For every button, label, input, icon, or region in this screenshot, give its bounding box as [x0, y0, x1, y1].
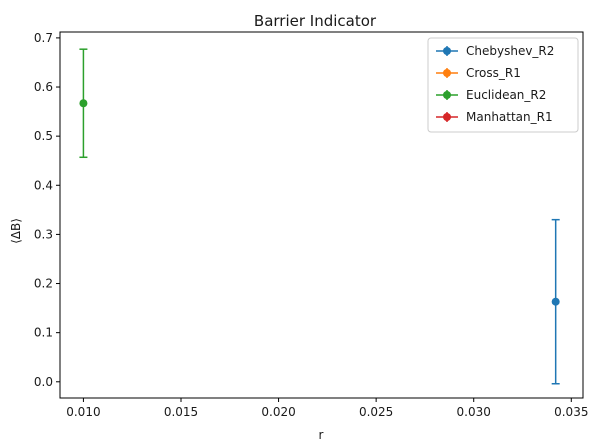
- legend-label: Manhattan_R1: [466, 110, 553, 124]
- x-tick-label: 0.025: [359, 405, 393, 419]
- legend-box: [427, 37, 579, 133]
- y-tick-label: 0.5: [34, 129, 53, 143]
- legend-marker: [443, 91, 451, 99]
- x-axis-label: r: [319, 428, 324, 439]
- legend-label: Cross_R1: [466, 66, 521, 80]
- x-tick-label: 0.030: [457, 405, 491, 419]
- y-tick-label: 0.7: [34, 31, 53, 45]
- x-tick-label: 0.010: [66, 405, 100, 419]
- data-point: [79, 99, 88, 108]
- legend-marker: [443, 69, 451, 77]
- legend-marker: [443, 113, 451, 121]
- y-tick-label: 0.4: [34, 178, 53, 192]
- data-point: [551, 297, 560, 306]
- chart-title: Barrier Indicator: [254, 12, 377, 30]
- axes-frame: [59, 31, 584, 399]
- y-tick-label: 0.1: [34, 326, 53, 340]
- y-tick-label: 0.6: [34, 80, 53, 94]
- legend: Chebyshev_R2 Cross_R1 Euclidean_R2 Manhatta…: [427, 37, 579, 133]
- y-tick-label: 0.0: [34, 375, 53, 389]
- legend-label: Euclidean_R2: [466, 88, 546, 102]
- x-tick-label: 0.035: [554, 405, 588, 419]
- legend-marker: [443, 47, 451, 55]
- y-tick-label: 0.2: [34, 277, 53, 291]
- x-tick-label: 0.020: [261, 405, 295, 419]
- plot-area: 0.010 0.015 0.020 0.025 0.030 0.035 0.0 0.1 0.2 0…: [34, 31, 589, 419]
- legend-label: Chebyshev_R2: [466, 44, 554, 58]
- y-axis-label: ⟨ΔB⟩: [9, 218, 23, 244]
- y-tick-label: 0.3: [34, 227, 53, 241]
- x-tick-label: 0.015: [164, 405, 198, 419]
